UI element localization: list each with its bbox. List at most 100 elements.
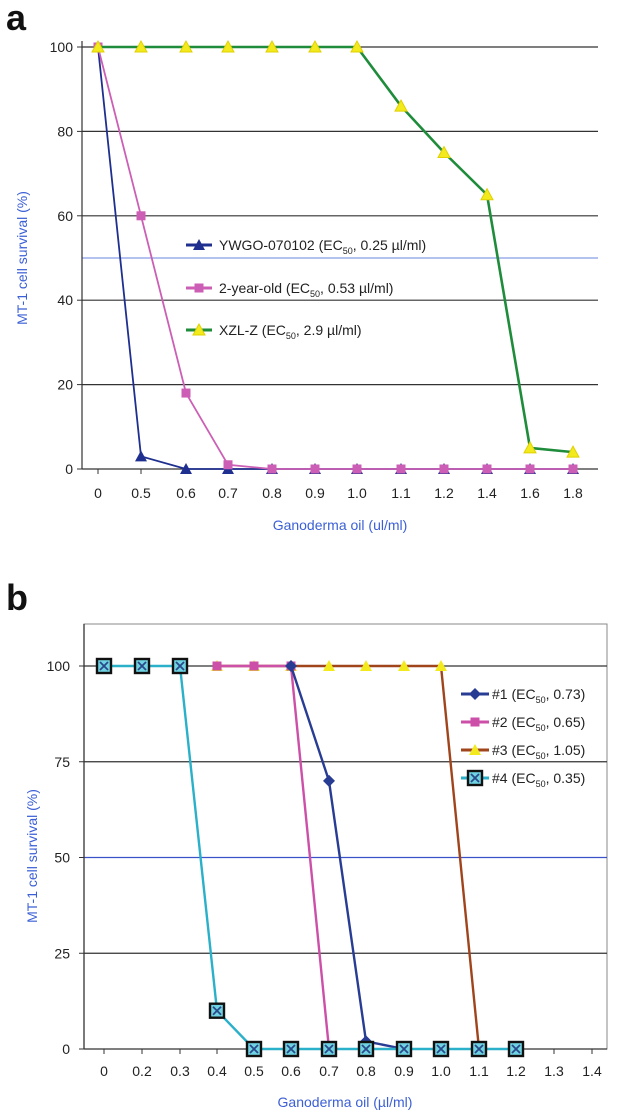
x-tick-label: 1.4 bbox=[582, 1063, 602, 1079]
legend-bg bbox=[182, 316, 444, 340]
series-line bbox=[217, 664, 331, 1050]
x-tick-label: 0.9 bbox=[394, 1063, 414, 1079]
x-tick-label: 1.6 bbox=[520, 485, 540, 501]
data-point bbox=[223, 460, 233, 470]
data-point bbox=[181, 388, 191, 398]
data-point bbox=[350, 39, 364, 53]
data-point bbox=[133, 657, 151, 675]
x-tick-label: 0.5 bbox=[244, 1063, 264, 1079]
x-tick-label: 0.4 bbox=[207, 1063, 227, 1079]
data-point bbox=[480, 187, 494, 201]
series-#4 bbox=[95, 657, 525, 1058]
data-point bbox=[437, 145, 451, 158]
data-point-cross bbox=[286, 1044, 296, 1054]
legend-label: XZL-Z (EC50, 2.9 µl/ml) bbox=[219, 322, 362, 341]
data-point bbox=[568, 464, 578, 474]
x-tick-label: 0.6 bbox=[281, 1063, 301, 1079]
data-point bbox=[134, 39, 148, 53]
y-tick-label: 20 bbox=[57, 377, 73, 393]
data-point bbox=[395, 1040, 413, 1058]
x-tick-label: 0.8 bbox=[262, 485, 282, 501]
data-point bbox=[525, 464, 535, 474]
x-tick-label: 0.6 bbox=[176, 485, 196, 501]
panel-b: b 0 25 50 75 100 0 0.2 0.3 0.4 0.5 0.6 0.7 0.8 0.9 1.0 1… bbox=[6, 577, 608, 1110]
y-tick-label: 0 bbox=[65, 461, 73, 477]
data-point bbox=[320, 1040, 338, 1058]
data-point bbox=[523, 440, 537, 454]
data-point bbox=[432, 1040, 450, 1058]
y-tick-label: 100 bbox=[47, 658, 71, 674]
x-tick-label: 1.1 bbox=[469, 1063, 489, 1079]
y-tick-label: 100 bbox=[50, 39, 74, 55]
legend-label: #3 (EC50, 1.05) bbox=[492, 742, 585, 761]
y-tick-label: 80 bbox=[57, 123, 73, 139]
data-point bbox=[267, 464, 277, 474]
x-tick-label: 0.5 bbox=[131, 485, 151, 501]
data-point bbox=[221, 39, 235, 53]
data-point bbox=[265, 39, 279, 53]
x-tick-label: 0.3 bbox=[170, 1063, 190, 1079]
data-point bbox=[95, 657, 113, 675]
data-point bbox=[470, 1040, 488, 1058]
legend-swatch-marker-cross bbox=[470, 773, 480, 783]
legend-label: #4 (EC50, 0.35) bbox=[492, 770, 585, 789]
x-tick-label: 1.3 bbox=[544, 1063, 564, 1079]
legend-swatch-marker bbox=[469, 688, 481, 700]
x-tick-label: 0 bbox=[100, 1063, 108, 1079]
x-tick-label: 1.0 bbox=[347, 485, 367, 501]
data-point-cross bbox=[436, 1044, 446, 1054]
y-tick-label: 60 bbox=[57, 208, 73, 224]
y-tick-label: 40 bbox=[57, 292, 73, 308]
legend-item-n1: #1 (EC50, 0.73) bbox=[456, 681, 606, 705]
data-point bbox=[566, 445, 580, 458]
panel-a-label: a bbox=[6, 0, 27, 38]
data-point bbox=[394, 99, 408, 112]
data-point-cross bbox=[511, 1044, 521, 1054]
data-point bbox=[507, 1040, 525, 1058]
data-point-cross bbox=[324, 1044, 334, 1054]
y-tick-label: 0 bbox=[62, 1041, 70, 1057]
data-point bbox=[435, 660, 447, 671]
data-point-cross bbox=[249, 1044, 259, 1054]
legend-item-2-year-old: 2-year-old (EC50, 0.53 µl/ml) bbox=[182, 274, 444, 299]
data-point-cross bbox=[175, 661, 185, 671]
legend-swatch-marker bbox=[470, 717, 480, 727]
x-tick-label: 1.2 bbox=[434, 485, 454, 501]
data-point-cross bbox=[137, 661, 147, 671]
x-tick-label: 1.4 bbox=[477, 485, 497, 501]
legend-swatch-marker bbox=[466, 769, 484, 787]
data-point bbox=[179, 39, 193, 53]
series-line bbox=[98, 45, 574, 454]
series-line bbox=[289, 665, 405, 1051]
data-point bbox=[249, 661, 259, 671]
series-XZL-Z bbox=[91, 39, 580, 458]
data-point bbox=[212, 661, 222, 671]
data-point-cross bbox=[99, 661, 109, 671]
x-tick-label: 1.8 bbox=[563, 485, 583, 501]
legend-item-n2: #2 (EC50, 0.65) bbox=[456, 709, 606, 733]
data-point bbox=[91, 39, 105, 53]
legend-item-n3: #3 (EC50, 1.05) bbox=[456, 737, 606, 761]
data-point bbox=[171, 657, 189, 675]
series-line bbox=[97, 46, 573, 470]
legend-label: 2-year-old (EC50, 0.53 µl/ml) bbox=[219, 280, 393, 299]
data-point bbox=[439, 464, 449, 474]
data-point bbox=[208, 1002, 226, 1019]
legend-swatch-marker bbox=[193, 239, 205, 250]
data-point bbox=[323, 660, 335, 671]
x-tick-label: 0.2 bbox=[132, 1063, 152, 1079]
y-tick-label: 25 bbox=[54, 945, 70, 961]
data-point bbox=[135, 450, 147, 462]
data-point bbox=[482, 464, 492, 474]
panel-a: a 0 20 40 60 80 100 0 0.5 0.6 0.7 0.8 0.9 1.0 1.1 1.2 1.… bbox=[6, 0, 598, 533]
data-point bbox=[352, 464, 362, 474]
x-axis-title: Ganoderma oil (ul/ml) bbox=[273, 517, 408, 533]
legend-swatch-marker bbox=[469, 744, 481, 755]
data-point bbox=[357, 1040, 375, 1058]
data-point bbox=[282, 1040, 300, 1058]
legend-label: #1 (EC50, 0.73) bbox=[492, 686, 585, 705]
legend-item-XZL-Z: XZL-Z (EC50, 2.9 µl/ml) bbox=[182, 316, 444, 341]
x-tick-label: 0 bbox=[94, 485, 102, 501]
y-tick-label: 50 bbox=[54, 850, 70, 866]
